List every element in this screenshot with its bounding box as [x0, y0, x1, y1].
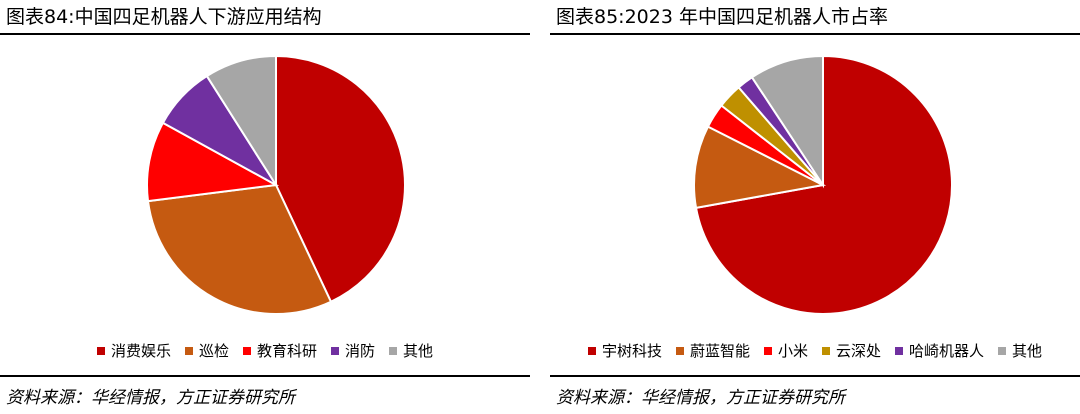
source-rule [0, 375, 530, 377]
legend-item-3: 消防 [331, 340, 375, 361]
chart-legend: 宇树科技 蔚蓝智能 小米 云深处 哈崎机器人 其他 [550, 340, 1080, 361]
legend-swatch [389, 346, 398, 355]
pie-chart-market-share [693, 54, 953, 315]
chart-title: 图表85:2023 年中国四足机器人市占率 [556, 6, 888, 28]
pie-slice-2 [146, 121, 280, 203]
legend-swatch [998, 346, 1007, 355]
pie-slice-5 [750, 54, 824, 189]
legend-item-4: 其他 [389, 340, 433, 361]
legend-swatch [587, 346, 596, 355]
legend-label: 蔚蓝智能 [689, 342, 750, 360]
legend-label: 消防 [345, 342, 376, 360]
legend-label: 教育科研 [256, 342, 317, 360]
chart-source: 资料来源：华经情报，方正证券研究所 [556, 388, 845, 408]
legend-label: 小米 [777, 342, 808, 360]
legend-swatch [242, 346, 251, 355]
legend-swatch [895, 346, 904, 355]
legend-label: 巡检 [198, 342, 229, 360]
legend-swatch [675, 346, 684, 355]
legend-label: 宇树科技 [601, 342, 662, 360]
legend-item-2: 教育科研 [242, 340, 317, 361]
title-rule [550, 33, 1080, 35]
legend-item-5: 其他 [998, 340, 1042, 361]
legend-label: 云深处 [836, 342, 882, 360]
legend-item-1: 蔚蓝智能 [675, 340, 750, 361]
legend-label: 其他 [403, 342, 434, 360]
legend-swatch [96, 346, 105, 355]
title-rule [0, 33, 530, 35]
legend-swatch [822, 346, 830, 355]
source-rule [550, 375, 1080, 377]
legend-item-0: 消费娱乐 [96, 340, 171, 361]
legend-item-3: 云深处 [822, 340, 881, 361]
chart-source: 资料来源：华经情报，方正证券研究所 [6, 388, 295, 408]
pie-slice-0 [275, 54, 406, 304]
pie-slice-4 [205, 54, 277, 189]
chart-panel-downstream: 图表84:中国四足机器人下游应用结构 消费娱乐 巡检 教育科研 消防 其他 资料来源：华… [0, 0, 530, 414]
legend-item-2: 小米 [763, 340, 808, 361]
pie-slice-1 [146, 183, 333, 315]
legend-label: 哈崎机器人 [909, 342, 985, 360]
legend-item-1: 巡检 [184, 340, 229, 361]
legend-swatch [763, 346, 772, 355]
legend-swatch [331, 346, 339, 355]
chart-title: 图表84:中国四足机器人下游应用结构 [6, 6, 322, 28]
legend-item-4: 哈崎机器人 [895, 340, 984, 361]
legend-label: 消费娱乐 [110, 342, 171, 360]
chart-legend: 消费娱乐 巡检 教育科研 消防 其他 [0, 340, 530, 361]
pie-slice-1 [693, 125, 827, 210]
chart-panel-market-share: 图表85:2023 年中国四足机器人市占率 宇树科技 蔚蓝智能 小米 云深处 哈崎机器人… [550, 0, 1080, 414]
pie-chart-downstream [146, 54, 406, 315]
legend-label: 其他 [1012, 342, 1043, 360]
legend-item-0: 宇树科技 [587, 340, 662, 361]
legend-swatch [184, 346, 193, 355]
